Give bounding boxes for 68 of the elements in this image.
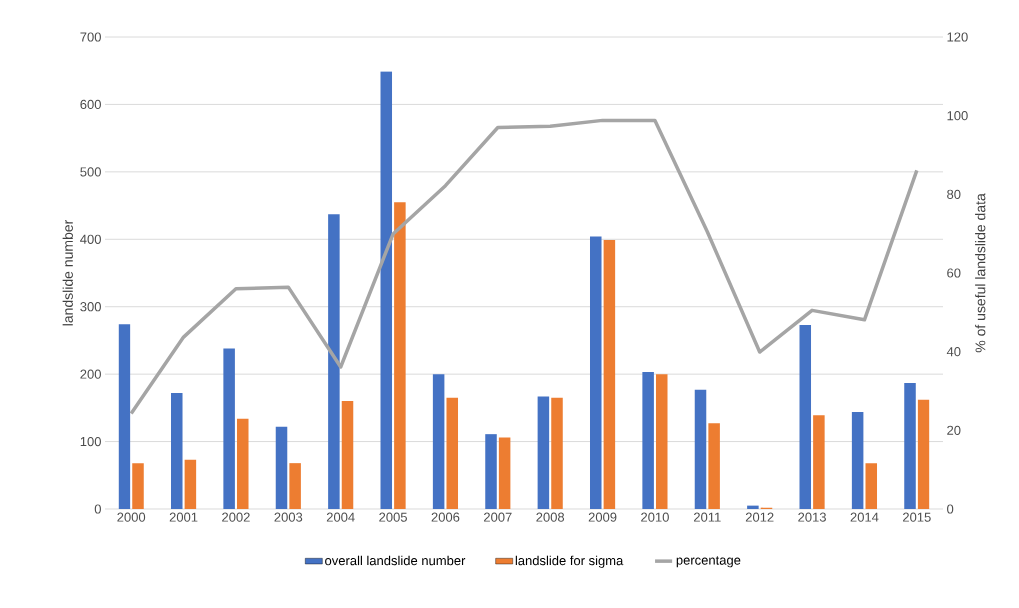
bar [380,71,393,509]
bar [551,397,563,509]
bar [328,214,340,509]
x-tick-label: 2001 [169,512,198,522]
y-tick-label: 200 [80,369,101,379]
y2-tick-label: 20 [947,425,961,435]
bar [485,434,497,509]
bar [341,401,354,509]
legend-label: overall landslide number [325,555,466,566]
y2-tick-label: 100 [947,111,968,121]
x-tick-label: 2011 [694,512,721,522]
bar [184,459,197,509]
bar [708,423,720,509]
y2-axis-title: % of useful landslide data [975,193,986,353]
y-tick-label: 500 [80,167,101,177]
x-tick-label: 2015 [903,512,931,522]
bar [289,463,301,509]
y2-tick-label: 120 [947,32,968,42]
x-tick-label: 2003 [274,512,303,522]
y-tick-label: 700 [80,32,101,42]
bar [394,202,406,509]
bar [694,389,707,509]
x-tick-label: 2009 [588,512,617,522]
bar [446,397,459,509]
bar [171,393,183,509]
bar [747,505,759,509]
y2-tick-label: 60 [947,268,961,278]
bar [655,374,668,509]
x-tick-label: 2007 [484,512,512,522]
legend-label: landslide for sigma [515,555,624,568]
bar [590,236,602,509]
bar [904,382,916,509]
x-tick-label: 2000 [117,512,146,522]
y-axis-title: landslide number [62,219,73,326]
bar [537,396,550,509]
bar [236,418,249,509]
y2-tick-label: 0 [947,504,954,514]
bar [851,411,864,509]
y-tick-label: 100 [80,436,101,447]
y-tick-label: 600 [80,99,101,110]
x-tick-label: 2012 [745,512,774,522]
bar [498,437,511,509]
x-tick-label: 2013 [798,512,826,522]
bar [432,374,445,509]
line-series [129,118,919,416]
bar [813,415,825,509]
bar [223,348,235,509]
bar [642,372,654,509]
x-tick-label: 2010 [641,512,669,522]
x-tick-label: 2014 [850,512,879,522]
y-tick-label: 300 [80,302,101,312]
x-tick-label: 2005 [379,512,407,522]
x-tick-label: 2006 [431,512,460,522]
legend-label: percentage [676,556,741,568]
y2-tick-label: 80 [947,189,961,199]
x-tick-label: 2004 [326,512,355,522]
bar [132,463,144,509]
bar [603,239,616,509]
bar [275,426,288,509]
bar [917,399,930,509]
y-tick-label: 0 [94,504,101,514]
bar [799,324,812,509]
y-tick-label: 400 [80,234,101,244]
x-tick-label: 2002 [222,512,250,522]
bar [865,463,878,509]
x-tick-label: 2008 [536,512,565,522]
bar [118,324,131,509]
y2-tick-label: 40 [946,347,961,357]
